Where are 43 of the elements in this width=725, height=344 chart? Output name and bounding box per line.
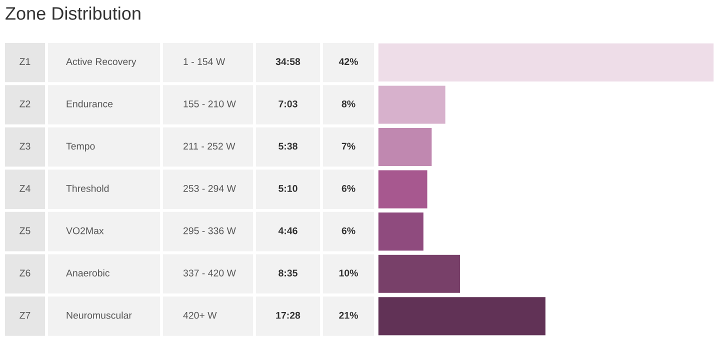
text: VO2Max	[66, 227, 104, 234]
text: Zone Distribution	[6, 6, 140, 20]
text: Neuromuscular	[66, 312, 132, 319]
text: 1 - 154 W	[184, 58, 226, 66]
bar	[378, 43, 714, 82]
y-tick-label: Z1	[20, 58, 30, 65]
text: Anaerobic	[66, 269, 110, 276]
data-label: 8:35	[278, 270, 298, 277]
bar	[378, 212, 424, 252]
data-label: 7:03	[278, 100, 298, 108]
data-label: 17:28	[276, 312, 300, 319]
text: 211 - 252 W	[183, 142, 236, 150]
y-tick-label: Z2	[20, 100, 30, 108]
text: Endurance	[66, 100, 113, 108]
text: 21%	[339, 312, 358, 319]
y-tick-label: Z6	[20, 270, 30, 276]
text: Tempo	[66, 142, 95, 152]
text: 337 - 420 W	[183, 270, 236, 276]
text: 42%	[338, 58, 358, 66]
bar	[378, 127, 433, 167]
data-label: 34:58	[276, 58, 300, 66]
text: 6%	[342, 185, 356, 192]
text: Active Recovery	[66, 58, 136, 67]
bar	[378, 169, 428, 210]
y-tick-label: Z7	[20, 312, 30, 319]
text: 6%	[342, 227, 356, 234]
data-label: 4:46	[278, 227, 298, 234]
y-tick-label: Z4	[20, 185, 30, 192]
text: Threshold	[66, 184, 109, 192]
text: 7%	[342, 142, 356, 150]
text: 155 - 210 W	[184, 100, 236, 108]
text: 420+ W	[183, 312, 217, 319]
data-label: 5:38	[278, 142, 298, 150]
y-tick-label: Z5	[20, 227, 30, 234]
bar	[378, 84, 446, 125]
data-label: 5:10	[278, 185, 298, 192]
bar	[378, 254, 461, 294]
bar	[378, 296, 546, 336]
text: 10%	[339, 270, 358, 276]
y-tick-label: Z3	[20, 142, 30, 150]
text: 295 - 336 W	[183, 227, 236, 234]
text: 8%	[342, 100, 356, 108]
text: 253 - 294 W	[183, 185, 236, 192]
